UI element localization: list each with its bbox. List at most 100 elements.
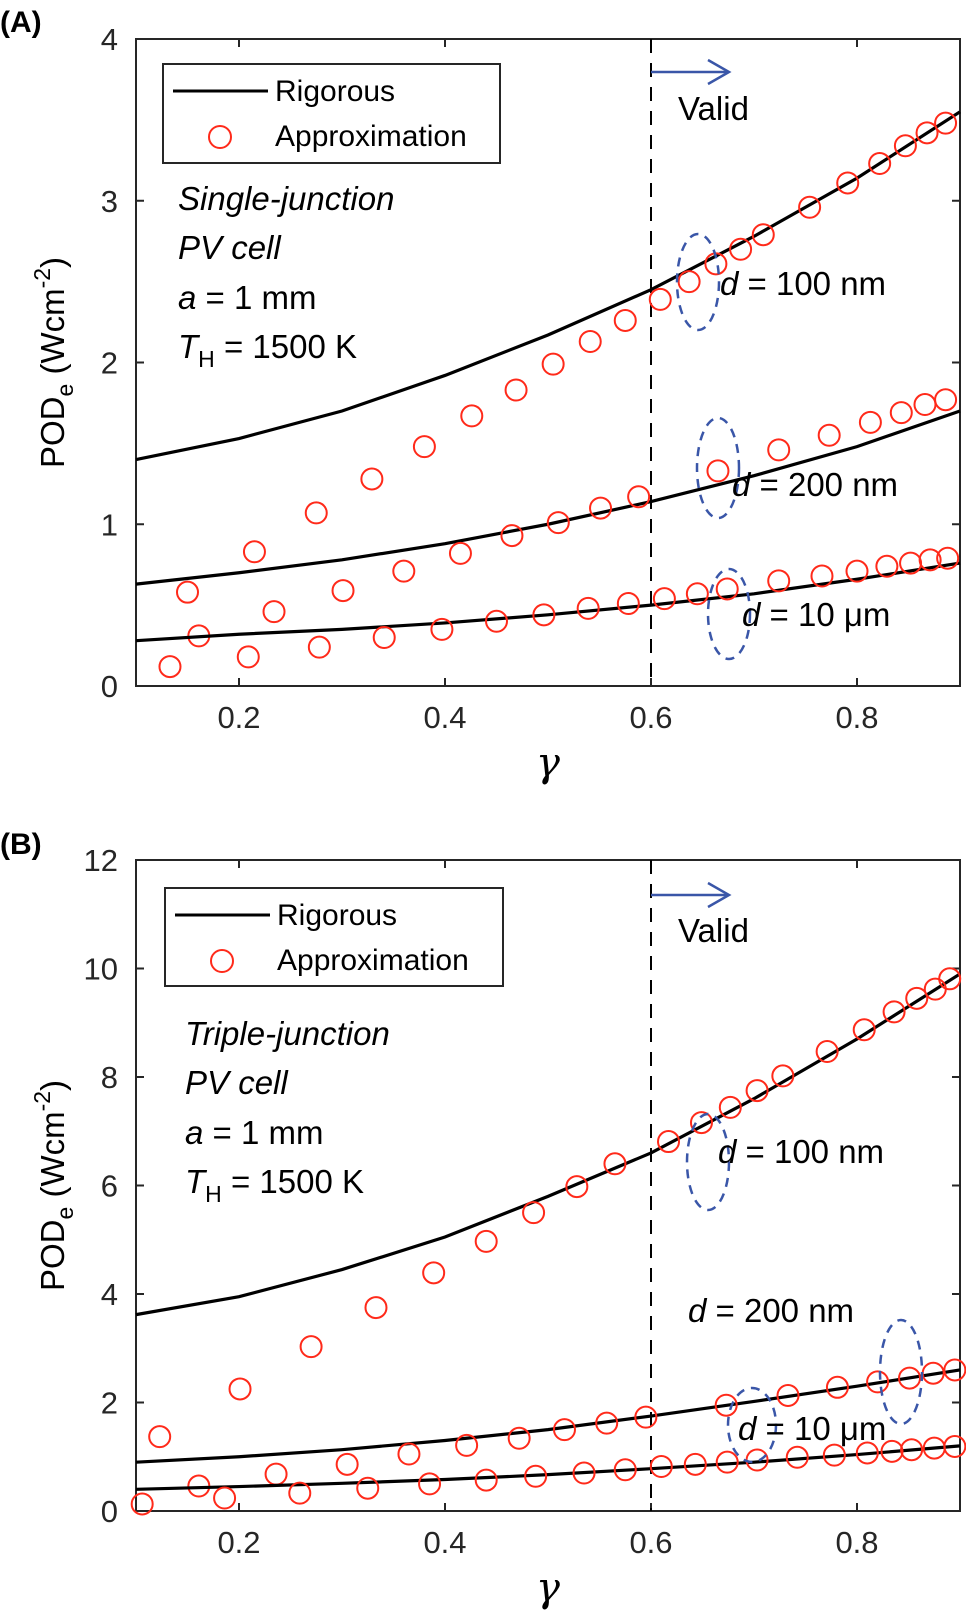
panel-label: (B): [0, 828, 42, 861]
panel-label: (A): [0, 6, 42, 39]
approximation-point: [288, 1481, 312, 1505]
series-label: d = 100 nm: [718, 1133, 884, 1170]
rigorous-line: [135, 561, 961, 643]
approximation-point: [880, 1439, 904, 1463]
approximation-point: [412, 435, 436, 459]
highlight-ellipse: [878, 1318, 924, 1426]
approximation-point: [500, 524, 524, 548]
approximation-point: [504, 378, 528, 402]
gap-parameter-label: a = 1 mm: [185, 1114, 323, 1151]
approximation-point: [578, 329, 602, 353]
approximation-point: [729, 237, 753, 261]
approximation-point: [652, 587, 676, 611]
approximation-point: [158, 655, 182, 679]
y-tick-label: 3: [101, 184, 118, 219]
approximation-point: [307, 635, 331, 659]
y-tick-label: 2: [101, 346, 118, 381]
approximation-point: [852, 1018, 876, 1042]
x-tick-label: 0.2: [217, 1525, 260, 1560]
x-tick-label: 0.6: [629, 1525, 672, 1560]
x-tick-label: 0.2: [217, 700, 260, 735]
y-tick-label: 12: [84, 843, 118, 878]
legend: [164, 887, 504, 987]
y-axis-label: PODe (Wcm-2): [29, 1080, 78, 1291]
cell-type-label: Triple-junction: [185, 1015, 390, 1052]
highlight-ellipse: [726, 1386, 778, 1464]
approximation-point: [422, 1261, 446, 1285]
approximation-point: [649, 1455, 673, 1479]
y-tick-label: 2: [101, 1386, 118, 1421]
approximation-point: [810, 564, 834, 588]
approximation-point: [745, 1079, 769, 1103]
approximation-point: [683, 1452, 707, 1476]
x-tick-label: 0.8: [835, 1525, 878, 1560]
y-axis-label: PODe (Wcm-2): [29, 257, 78, 468]
approximation-point: [905, 986, 929, 1010]
cell-type-label-2: PV cell: [178, 229, 282, 266]
approximation-point: [335, 1452, 359, 1476]
approximation-point: [627, 485, 651, 509]
approximation-point: [613, 1458, 637, 1482]
approximation-point: [785, 1445, 809, 1469]
legend-approximation-marker: [208, 125, 232, 149]
approximation-point: [845, 559, 869, 583]
approximation-point: [148, 1425, 172, 1449]
approximation-point: [364, 1296, 388, 1320]
y-tick-label: 0: [101, 1494, 118, 1529]
x-axis-label: γ: [536, 740, 560, 786]
approximation-point: [934, 111, 958, 135]
approximation-point: [242, 540, 266, 564]
approximation-point: [689, 1111, 713, 1135]
approximation-point: [603, 1152, 627, 1176]
approximation-point: [913, 393, 937, 417]
series-label: d = 100 nm: [720, 265, 886, 302]
highlight-ellipse: [675, 232, 721, 332]
approximation-point: [866, 1370, 890, 1394]
rigorous-line: [135, 1368, 961, 1464]
legend-approximation-marker: [210, 949, 234, 973]
approximation-point: [299, 1335, 323, 1359]
legend-rigorous-label: Rigorous: [277, 899, 397, 932]
approximation-point: [524, 1464, 548, 1488]
approximation-point: [767, 569, 791, 593]
legend-approximation-label: Approximation: [275, 120, 467, 153]
legend-rigorous-label: Rigorous: [275, 75, 395, 108]
highlight-ellipse: [685, 1112, 731, 1212]
approximation-point: [648, 287, 672, 311]
approximation-point: [875, 554, 899, 578]
approximation-point: [532, 603, 556, 627]
approximation-point: [572, 1461, 596, 1485]
approximation-point: [176, 580, 199, 604]
approximation-point: [589, 496, 613, 520]
legend: [162, 63, 501, 164]
approximation-point: [474, 1229, 498, 1253]
approximation-point: [331, 579, 355, 603]
approximation-point: [448, 541, 472, 565]
approximation-point: [822, 1443, 846, 1467]
cell-type-label: Single-junction: [178, 180, 394, 217]
cell-type-label-2: PV cell: [185, 1064, 289, 1101]
valid-label: Valid: [678, 912, 749, 949]
approximation-point: [507, 1426, 531, 1450]
valid-label: Valid: [678, 90, 749, 127]
x-tick-label: 0.4: [423, 1525, 466, 1560]
y-tick-label: 4: [101, 22, 118, 57]
approximation-point: [213, 1486, 237, 1510]
approximation-point: [455, 1433, 479, 1457]
approximation-point: [595, 1411, 619, 1435]
panel-b: (B) 0.2 0.4 0.6 0.8 0 2 4 6 8 10 12 γ PODe (Wcm-2) Val…: [0, 828, 966, 1611]
highlight-ellipse: [695, 416, 741, 520]
y-tick-label: 6: [101, 1169, 118, 1204]
y-tick-label: 1: [101, 507, 118, 542]
approximation-point: [900, 1438, 924, 1462]
approximation-point: [815, 1040, 839, 1064]
approximation-point: [541, 352, 565, 376]
approximation-point: [264, 1462, 288, 1486]
approximation-point: [360, 467, 384, 491]
approximation-point: [485, 609, 508, 633]
x-axis-label: γ: [536, 1565, 560, 1611]
rigorous-line: [135, 1444, 961, 1491]
approximation-point: [893, 134, 917, 158]
approximation-point: [751, 223, 775, 247]
